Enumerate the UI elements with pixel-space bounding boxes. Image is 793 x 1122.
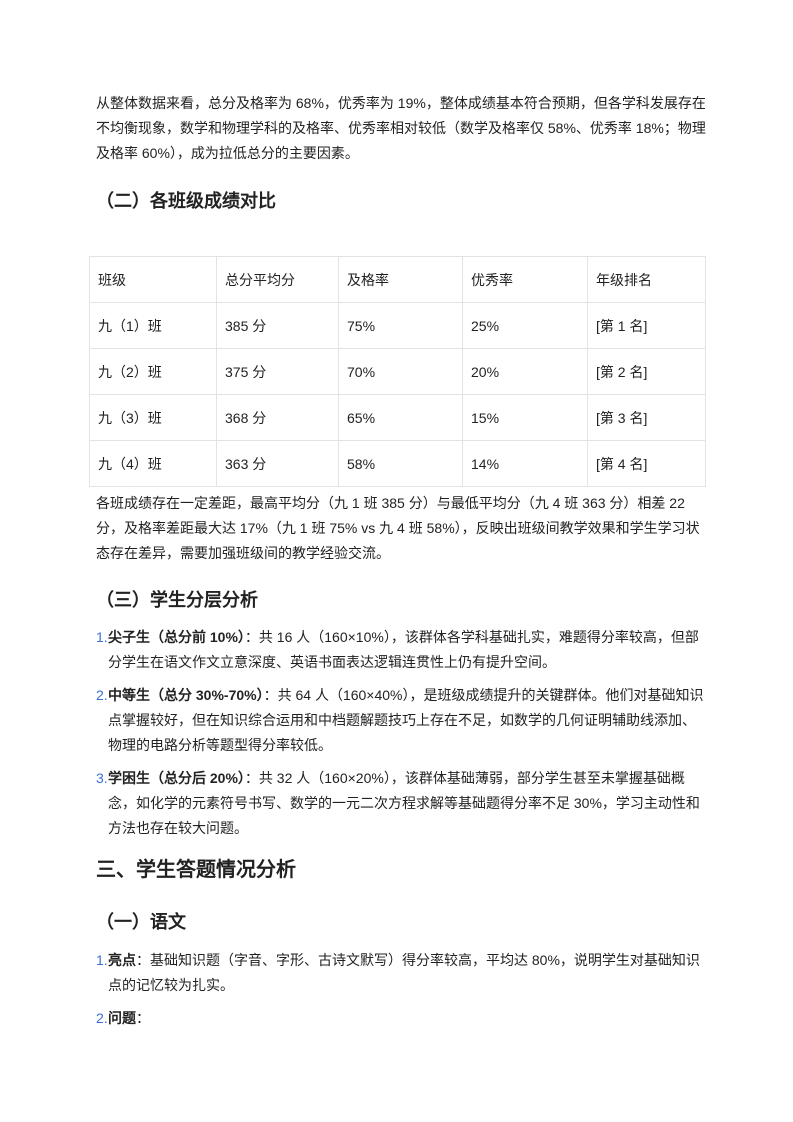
list-item: 1. 尖子生（总分前 10%）：共 16 人（160×10%），该群体各学科基础扎… xyxy=(96,625,706,675)
paragraph-text: 各班成绩存在一定差距，最高平均分（九 1 班 385 分）与最低平均分（九 4 … xyxy=(96,495,700,561)
chinese-list: 1. 亮点：基础知识题（字音、字形、古诗文默写）得分率较高，平均达 80%，说明学… xyxy=(96,948,706,1031)
list-number: 2. xyxy=(96,1010,108,1026)
cell: [第 1 名] xyxy=(587,302,706,349)
table-row: 九（3）班 368 分 65% 15% [第 3 名] xyxy=(89,394,706,441)
list-number: 3. xyxy=(96,770,108,786)
cell: [第 2 名] xyxy=(587,348,706,395)
class-score-table: 班级 总分平均分 及格率 优秀率 年级排名 九（1）班 385 分 75% 25% [第… xyxy=(89,256,706,487)
cell: 65% xyxy=(338,394,463,441)
cell: 75% xyxy=(338,302,463,349)
table-row: 九（4）班 363 分 58% 14% [第 4 名] xyxy=(89,440,706,487)
heading-chinese: （一）语文 xyxy=(96,909,706,935)
cell: 九（2）班 xyxy=(89,348,217,395)
cell: [第 4 名] xyxy=(587,440,706,487)
list-number: 1. xyxy=(96,629,108,645)
cell: 九（3）班 xyxy=(89,394,217,441)
cell: 15% xyxy=(462,394,588,441)
cell: 363 分 xyxy=(216,440,339,487)
table-row: 九（1）班 385 分 75% 25% [第 1 名] xyxy=(89,302,706,349)
list-item: 3. 学困生（总分后 20%）：共 32 人（160×20%），该群体基础薄弱，部… xyxy=(96,766,706,841)
cell: 20% xyxy=(462,348,588,395)
cell: 385 分 xyxy=(216,302,339,349)
cell: 九（1）班 xyxy=(89,302,217,349)
item-text: ：共 16 人（160×10%），该群体各学科基础扎实，难题得分率较高，但部分学… xyxy=(108,629,699,670)
table-row: 九（2）班 375 分 70% 20% [第 2 名] xyxy=(89,348,706,395)
item-text: ：共 64 人（160×40%），是班级成绩提升的关键群体。他们对基础知识点掌握… xyxy=(108,687,704,753)
cell: 25% xyxy=(462,302,588,349)
table-header-row: 班级 总分平均分 及格率 优秀率 年级排名 xyxy=(89,256,706,303)
list-item: 2. 问题： xyxy=(96,1006,706,1031)
header-cell: 及格率 xyxy=(338,256,463,303)
heading-class-compare: （二）各班级成绩对比 xyxy=(96,188,706,214)
heading-text: （二）各班级成绩对比 xyxy=(96,191,276,211)
item-text: ：共 32 人（160×20%），该群体基础薄弱，部分学生甚至未掌握基础概念，如… xyxy=(108,770,700,836)
layers-list: 1. 尖子生（总分前 10%）：共 16 人（160×10%），该群体各学科基础扎… xyxy=(96,625,706,841)
item-label: 亮点 xyxy=(108,952,136,968)
header-cell: 年级排名 xyxy=(587,256,706,303)
cell: 九（4）班 xyxy=(89,440,217,487)
cell: 368 分 xyxy=(216,394,339,441)
cell: [第 3 名] xyxy=(587,394,706,441)
cell: 375 分 xyxy=(216,348,339,395)
list-number: 2. xyxy=(96,687,108,703)
item-text: ： xyxy=(136,1010,150,1026)
header-cell: 优秀率 xyxy=(462,256,588,303)
item-label: 中等生（总分 30%-70%） xyxy=(108,687,264,703)
item-label: 问题 xyxy=(108,1010,136,1026)
class-paragraph: 各班成绩存在一定差距，最高平均分（九 1 班 385 分）与最低平均分（九 4 … xyxy=(96,491,706,566)
cell: 14% xyxy=(462,440,588,487)
cell: 70% xyxy=(338,348,463,395)
list-number: 1. xyxy=(96,952,108,968)
item-text: ：基础知识题（字音、字形、古诗文默写）得分率较高，平均达 80%，说明学生对基础… xyxy=(108,952,700,993)
cell: 58% xyxy=(338,440,463,487)
header-cell: 班级 xyxy=(89,256,217,303)
item-label: 尖子生（总分前 10%） xyxy=(108,629,245,645)
heading-section3: 三、学生答题情况分析 xyxy=(96,856,706,884)
item-label: 学困生（总分后 20%） xyxy=(108,770,245,786)
heading-text: 三、学生答题情况分析 xyxy=(96,859,296,881)
heading-text: （一）语文 xyxy=(96,912,186,932)
heading-layers: （三）学生分层分析 xyxy=(96,587,706,613)
paragraph-text: 从整体数据来看，总分及格率为 68%，优秀率为 19%，整体成绩基本符合预期，但… xyxy=(96,95,706,161)
header-cell: 总分平均分 xyxy=(216,256,339,303)
intro-paragraph: 从整体数据来看，总分及格率为 68%，优秀率为 19%，整体成绩基本符合预期，但… xyxy=(96,91,706,166)
list-item: 1. 亮点：基础知识题（字音、字形、古诗文默写）得分率较高，平均达 80%，说明学… xyxy=(96,948,706,998)
list-item: 2. 中等生（总分 30%-70%）：共 64 人（160×40%），是班级成绩提… xyxy=(96,683,706,758)
heading-text: （三）学生分层分析 xyxy=(96,590,258,610)
